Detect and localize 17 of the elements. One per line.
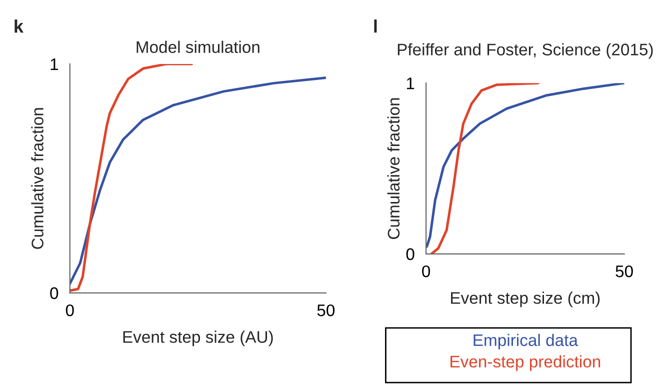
text: Empirical data	[474, 334, 578, 350]
y-tick-label: 1	[406, 78, 414, 90]
x-axis-title: Event step size (cm)	[451, 292, 600, 308]
y-tick-label: 1	[50, 58, 58, 70]
y-axis-title: Cumulative fraction	[31, 108, 44, 249]
chart-title: Model simulation	[136, 40, 260, 54]
y-axis-title: Cumulative fraction	[387, 98, 400, 239]
chart-title: Pfeiffer and Foster, Science (2015)	[398, 43, 653, 59]
line-series	[430, 83, 540, 254]
line-series	[426, 83, 624, 248]
text: l	[374, 20, 377, 33]
text: k	[14, 20, 24, 33]
x-tick-label: 50	[317, 304, 335, 316]
line-series	[70, 76, 326, 285]
text: Even-step prediction	[450, 355, 600, 371]
x-tick-label: 50	[616, 265, 633, 278]
x-axis-title: Event step size (AU)	[123, 330, 273, 346]
